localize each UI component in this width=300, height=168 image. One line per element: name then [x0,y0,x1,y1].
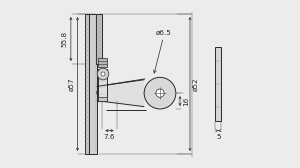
Bar [215,47,221,121]
Text: 7.6: 7.6 [104,134,115,140]
Circle shape [101,72,105,76]
Text: 16: 16 [183,96,189,106]
Text: ø52: ø52 [193,77,199,91]
Text: ø6.5: ø6.5 [155,30,171,36]
Polygon shape [97,80,144,107]
Text: 55.8: 55.8 [62,31,68,47]
Bar [85,14,89,154]
Bar [98,97,107,101]
Bar [96,14,102,64]
Text: 5: 5 [216,134,220,140]
Polygon shape [97,80,144,107]
Bar [98,69,107,101]
Bar [98,58,107,67]
Circle shape [156,89,164,97]
Circle shape [144,77,176,109]
Circle shape [97,68,109,80]
Bar [89,14,97,154]
Text: ø57: ø57 [68,77,74,91]
